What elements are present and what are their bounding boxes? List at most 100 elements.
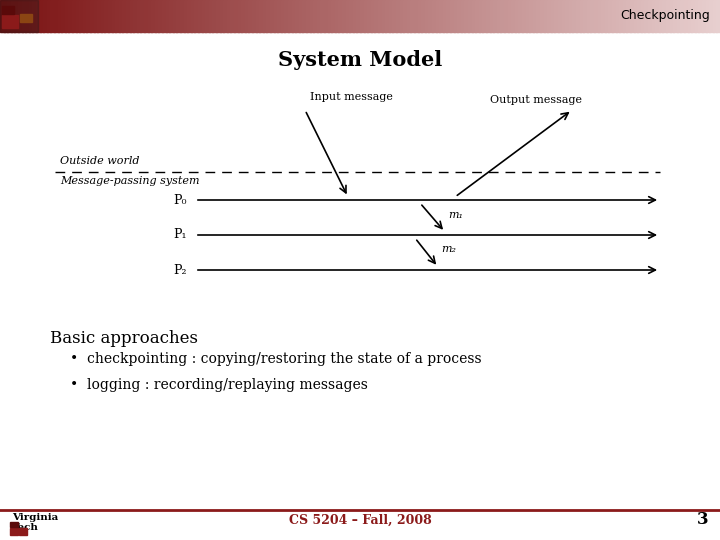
Bar [601,0,606,32]
Bar [299,0,303,32]
Bar [428,0,433,32]
Bar [338,0,343,32]
Bar [702,0,706,32]
Bar [691,0,696,32]
Bar [284,0,289,32]
Bar [241,0,246,32]
Bar [32,0,37,32]
Bar [0,0,4,32]
Bar [2,15,18,28]
Bar [382,0,386,32]
Bar [166,0,170,32]
Bar [173,0,177,32]
Bar [184,0,188,32]
Bar [662,0,667,32]
Bar [43,0,48,32]
Bar [500,0,505,32]
Bar [461,0,465,32]
Bar [374,0,379,32]
Bar [576,0,580,32]
Bar [295,0,300,32]
Bar [670,0,674,32]
Bar [133,0,138,32]
Bar [403,0,408,32]
Bar [479,0,483,32]
Bar [25,0,30,32]
Bar [655,0,660,32]
Bar [76,0,80,32]
Bar [227,0,231,32]
Text: System Model: System Model [278,50,442,70]
Bar [673,0,678,32]
Text: Checkpointing: Checkpointing [620,10,710,23]
Bar [40,0,44,32]
Bar [450,0,454,32]
Bar [598,0,602,32]
Bar [288,0,292,32]
Bar [238,0,242,32]
Bar [490,0,494,32]
Bar [245,0,249,32]
Bar [612,0,616,32]
Bar [580,0,584,32]
Bar [421,0,426,32]
Bar [364,0,368,32]
Bar [482,0,487,32]
Bar [266,0,271,32]
Text: 3: 3 [696,511,708,529]
Bar [616,0,620,32]
Text: P₂: P₂ [174,264,187,276]
Bar [536,0,541,32]
Bar [252,0,256,32]
Bar [101,0,105,32]
Bar [605,0,609,32]
Text: Basic approaches: Basic approaches [50,330,198,347]
Bar [119,0,123,32]
Text: Message-passing system: Message-passing system [60,176,199,186]
Bar [7,0,12,32]
Bar [436,0,440,32]
Bar [79,0,84,32]
Bar [169,0,174,32]
Bar [18,0,22,32]
Text: P₁: P₁ [174,228,187,241]
Bar [86,0,91,32]
Bar [540,0,544,32]
Bar [400,0,404,32]
Bar [277,0,282,32]
Bar [259,0,264,32]
Bar [587,0,591,32]
Text: Tech: Tech [12,523,39,532]
Bar [155,0,159,32]
Bar [641,0,645,32]
Bar [558,0,562,32]
Bar [94,0,98,32]
Bar [486,0,490,32]
Bar [709,0,714,32]
Bar [320,0,325,32]
Bar [61,0,66,32]
Bar [396,0,400,32]
Bar [594,0,598,32]
Bar [263,0,267,32]
Bar [10,522,18,527]
Bar [248,0,253,32]
Bar [418,0,422,32]
Bar [619,0,624,32]
Bar [342,0,346,32]
Bar [115,0,120,32]
Bar [137,0,141,32]
Bar [378,0,382,32]
Bar [306,0,310,32]
Bar [630,0,634,32]
Bar [140,0,145,32]
Bar [443,0,447,32]
Bar [716,0,720,32]
Bar [68,0,73,32]
Bar [644,0,649,32]
Bar [158,0,163,32]
Bar [446,0,451,32]
Bar [216,0,220,32]
Bar [371,0,375,32]
Bar [511,0,516,32]
